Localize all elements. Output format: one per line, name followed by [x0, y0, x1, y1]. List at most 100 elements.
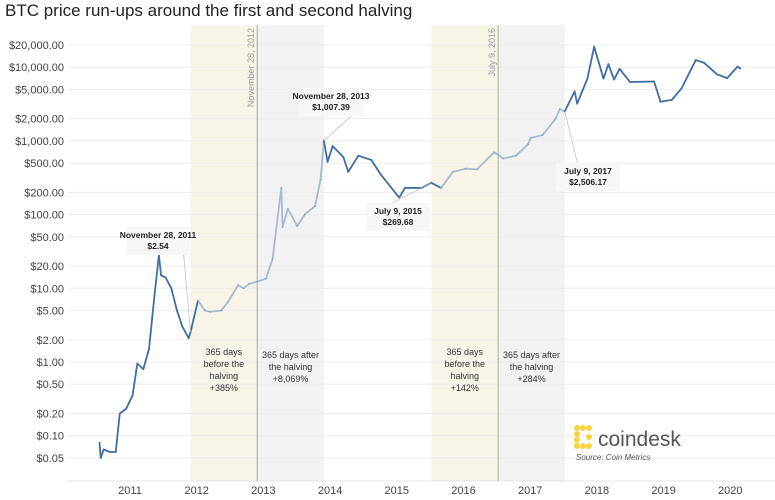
data-point — [380, 173, 382, 176]
annotation-leader — [182, 246, 191, 333]
logo-dot — [574, 431, 580, 437]
price-line-segment — [530, 134, 544, 139]
data-point — [574, 90, 576, 92]
logo-dot — [574, 443, 580, 449]
price-line-segment — [452, 167, 467, 173]
y-tick-label: $2,000.00 — [15, 114, 64, 126]
price-line-segment — [226, 284, 239, 303]
data-point — [319, 178, 322, 181]
price-line-segment — [314, 178, 322, 208]
price-line-segment — [563, 90, 576, 113]
y-tick-label: $1.00 — [36, 357, 64, 369]
logo-dot — [574, 425, 580, 431]
annotation-text: November 28, 2013 — [292, 91, 369, 101]
data-point — [98, 442, 101, 444]
price-line-segment — [680, 59, 697, 90]
annotation-text: July 9, 2017 — [564, 166, 612, 176]
data-point — [736, 65, 739, 68]
data-point — [593, 46, 595, 48]
data-point — [227, 301, 229, 303]
price-line-segment — [694, 59, 705, 64]
annotation-text: July 9, 2015 — [374, 206, 422, 216]
data-point — [136, 363, 138, 365]
y-tick-label: $0.20 — [36, 409, 64, 421]
price-line-segment — [440, 170, 454, 189]
before-halving-text: 365 days — [206, 347, 243, 357]
data-point — [695, 59, 697, 61]
price-line-segment — [237, 284, 245, 290]
price-line-segment — [248, 280, 259, 285]
annotation-box — [366, 203, 430, 231]
data-point — [237, 284, 239, 286]
price-line-segment — [99, 448, 105, 459]
y-tick-label: $10,000.00 — [9, 62, 64, 74]
data-point — [502, 157, 504, 160]
data-point — [314, 205, 316, 207]
data-point — [659, 101, 662, 103]
after-halving-text: the halving — [269, 362, 313, 372]
price-line-segment — [204, 309, 212, 313]
data-point — [555, 118, 557, 120]
before-halving-text: +142% — [451, 383, 479, 393]
data-point — [281, 226, 284, 228]
x-tick-label: 2019 — [651, 485, 675, 497]
price-line-segment — [220, 301, 229, 312]
data-point — [726, 77, 728, 79]
logo-dot — [586, 443, 592, 449]
data-point — [115, 451, 117, 453]
price-line-segment — [342, 156, 350, 173]
price-line-segment — [181, 325, 190, 340]
y-tick-label: $5.00 — [36, 305, 64, 317]
price-line-segment — [370, 159, 382, 176]
data-point — [357, 155, 360, 157]
y-tick-label: $200.00 — [24, 187, 64, 199]
price-line-segment — [170, 287, 178, 312]
logo-dot — [586, 434, 592, 440]
data-point — [160, 274, 162, 276]
annotation-text: $1,007.39 — [312, 102, 350, 112]
price-line-segment — [189, 299, 199, 334]
data-point — [326, 161, 329, 163]
data-point — [542, 134, 544, 136]
halving-date-label: November 28, 2012 — [246, 28, 256, 107]
price-line-segment — [703, 61, 718, 76]
after-halving-text: +8,069% — [273, 374, 309, 384]
price-line-segment — [554, 108, 561, 120]
x-tick-label: 2016 — [451, 485, 475, 497]
annotation-text: November 28, 2011 — [120, 230, 197, 240]
x-tick-label: 2012 — [184, 485, 208, 497]
price-line-segment — [331, 145, 345, 159]
x-tick-label: 2015 — [385, 485, 409, 497]
data-point — [142, 368, 144, 370]
annotation-leader — [323, 111, 357, 141]
data-point — [613, 78, 615, 81]
y-tick-label: $10.00 — [30, 283, 64, 295]
price-line-segment — [271, 187, 283, 260]
price-line-segment — [131, 362, 139, 397]
before-halving-band — [190, 25, 258, 481]
data-point — [653, 80, 655, 83]
data-point — [739, 67, 741, 70]
x-tick-label: 2017 — [518, 485, 542, 497]
data-point — [576, 103, 578, 105]
price-line-segment — [322, 139, 329, 163]
price-line-segment — [357, 154, 373, 161]
coindesk-logo: coindesk — [574, 425, 681, 451]
data-point — [197, 300, 199, 302]
data-point — [204, 309, 206, 312]
data-point — [671, 99, 673, 101]
price-line-segment — [607, 63, 615, 81]
price-line-segment — [430, 181, 443, 189]
price-line-segment — [265, 258, 274, 280]
before-halving-text: halving — [451, 371, 480, 381]
data-point — [332, 145, 334, 147]
data-point — [618, 68, 621, 70]
x-tick-label: 2018 — [585, 485, 609, 497]
data-point — [602, 78, 605, 80]
x-tick-label: 2011 — [118, 485, 142, 497]
price-line-segment — [476, 151, 496, 171]
price-line-segment — [541, 117, 557, 136]
data-point — [220, 309, 222, 312]
